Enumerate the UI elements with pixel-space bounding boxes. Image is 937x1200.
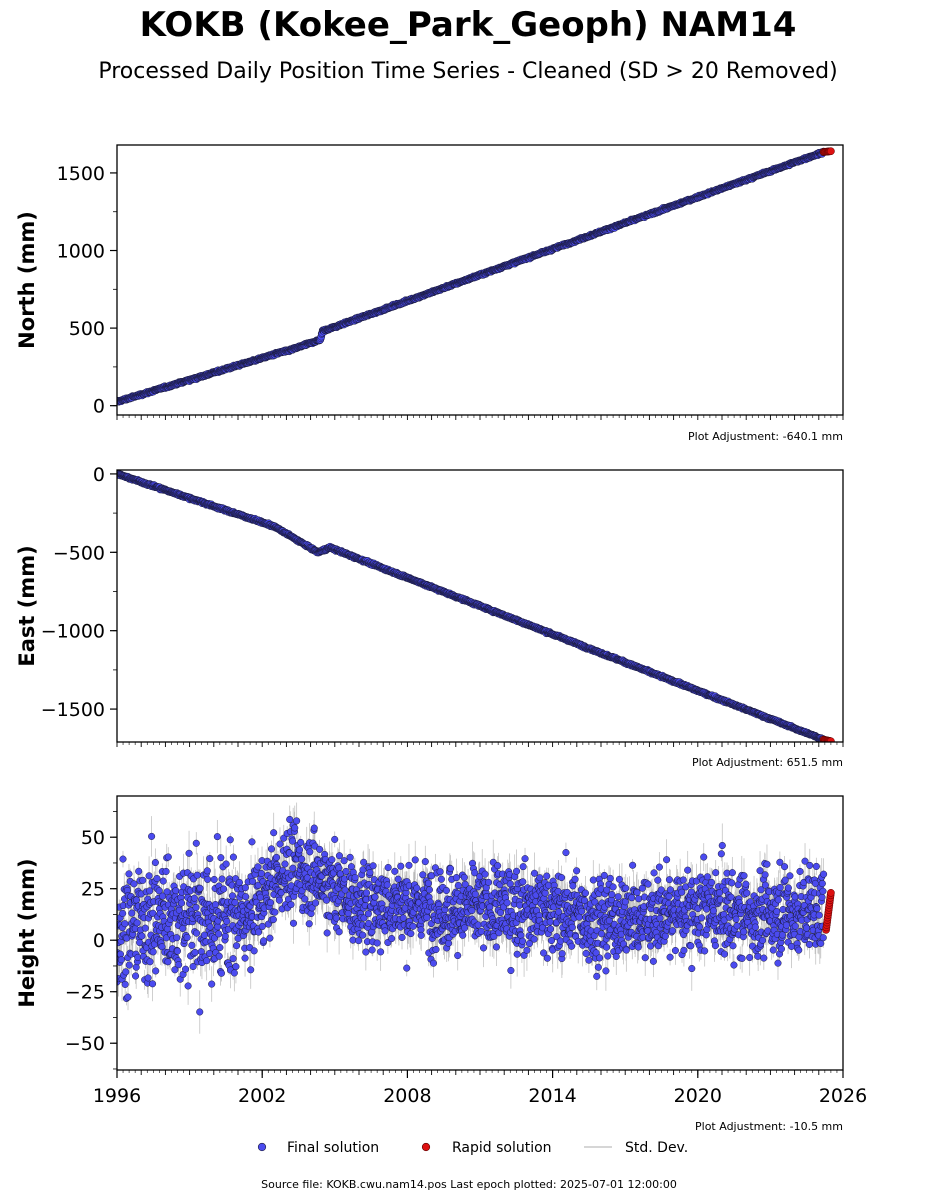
east-data (117, 470, 835, 742)
north-data (117, 147, 835, 406)
north-final-points (117, 147, 828, 406)
north-ylabel: North (mm) (15, 211, 39, 349)
north-rapid-points (819, 147, 835, 156)
north-rapid-point (827, 147, 835, 156)
north-ytick-label: 0 (93, 396, 105, 418)
north-panel: 0 500 1000 1500 North (mm) (15, 144, 844, 420)
figure-subtitle: Processed Daily Position Time Series - C… (98, 59, 837, 84)
east-final-points (117, 470, 828, 742)
north-ytick-label: 1000 (57, 241, 105, 263)
north-ytick-label: 1500 (57, 163, 105, 185)
figure-title: KOKB (Kokee_Park_Geoph) NAM14 (140, 5, 797, 45)
north-ytick-label: 500 (69, 318, 105, 340)
